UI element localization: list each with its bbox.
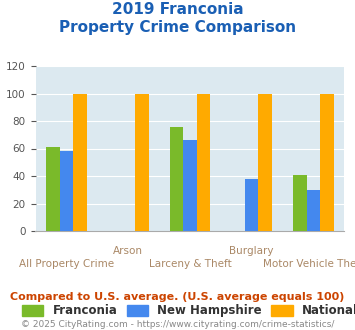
Bar bbox=[197, 93, 210, 231]
Bar bbox=[245, 179, 258, 231]
Text: Arson: Arson bbox=[113, 246, 143, 256]
Bar bbox=[307, 190, 320, 231]
Bar bbox=[293, 175, 307, 231]
Text: All Property Crime: All Property Crime bbox=[19, 259, 114, 269]
Text: Burglary: Burglary bbox=[229, 246, 274, 256]
Bar bbox=[73, 93, 87, 231]
Text: Property Crime Comparison: Property Crime Comparison bbox=[59, 20, 296, 35]
Text: 2019 Franconia: 2019 Franconia bbox=[112, 2, 243, 16]
Bar bbox=[258, 93, 272, 231]
Text: Motor Vehicle Theft: Motor Vehicle Theft bbox=[263, 259, 355, 269]
Bar bbox=[46, 147, 60, 231]
Text: Compared to U.S. average. (U.S. average equals 100): Compared to U.S. average. (U.S. average … bbox=[10, 292, 345, 302]
Text: Larceny & Theft: Larceny & Theft bbox=[148, 259, 231, 269]
Bar bbox=[135, 93, 148, 231]
Bar bbox=[320, 93, 334, 231]
Legend: Franconia, New Hampshire, National: Franconia, New Hampshire, National bbox=[17, 300, 355, 322]
Text: © 2025 CityRating.com - https://www.cityrating.com/crime-statistics/: © 2025 CityRating.com - https://www.city… bbox=[21, 320, 334, 329]
Bar bbox=[183, 140, 197, 231]
Bar bbox=[170, 126, 183, 231]
Bar bbox=[60, 151, 73, 231]
